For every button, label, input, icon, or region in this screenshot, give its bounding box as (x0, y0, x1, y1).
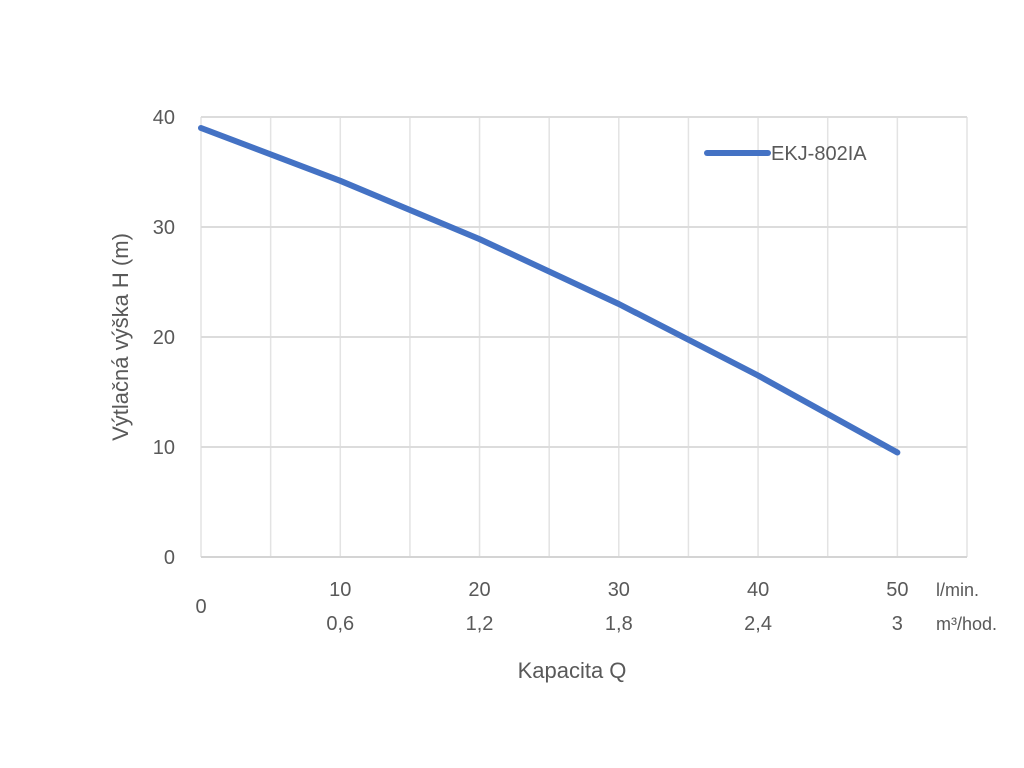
x-unit-primary: l/min. (936, 580, 979, 600)
y-axis-title: Výtlačná výška H (m) (108, 233, 133, 441)
y-tick-label: 10 (153, 437, 175, 459)
x-tick-label-primary: 40 (747, 579, 769, 601)
legend-label: EKJ-802IA (771, 143, 867, 165)
x-tick-label-primary: 20 (468, 579, 490, 601)
x-tick-label-secondary: 1,8 (605, 613, 633, 635)
y-tick-label: 40 (153, 107, 175, 129)
series-group (198, 125, 901, 456)
series-line-0 (198, 125, 901, 456)
x-tick-labels: 10 0,6 20 1,2 30 1,8 40 2,4 50 3 (326, 579, 908, 635)
x-axis-title: Kapacita Q (518, 658, 627, 683)
x-tick-label-secondary: 3 (892, 613, 903, 635)
x-tick-label-primary: 50 (886, 579, 908, 601)
x-origin-label: 0 (195, 596, 206, 618)
y-tick-label: 0 (164, 547, 175, 569)
x-tick-label-secondary: 2,4 (744, 613, 772, 635)
legend: EKJ-802IA (704, 143, 867, 165)
y-tick-labels: 0 10 20 30 40 (153, 107, 175, 569)
grid (200, 116, 968, 558)
y-tick-label: 30 (153, 217, 175, 239)
x-tick-label-primary: 10 (329, 579, 351, 601)
x-unit-secondary: m³/hod. (936, 614, 997, 634)
x-tick-label-secondary: 0,6 (326, 613, 354, 635)
y-tick-label: 20 (153, 327, 175, 349)
x-tick-label-secondary: 1,2 (466, 613, 494, 635)
x-tick-label-primary: 30 (608, 579, 630, 601)
